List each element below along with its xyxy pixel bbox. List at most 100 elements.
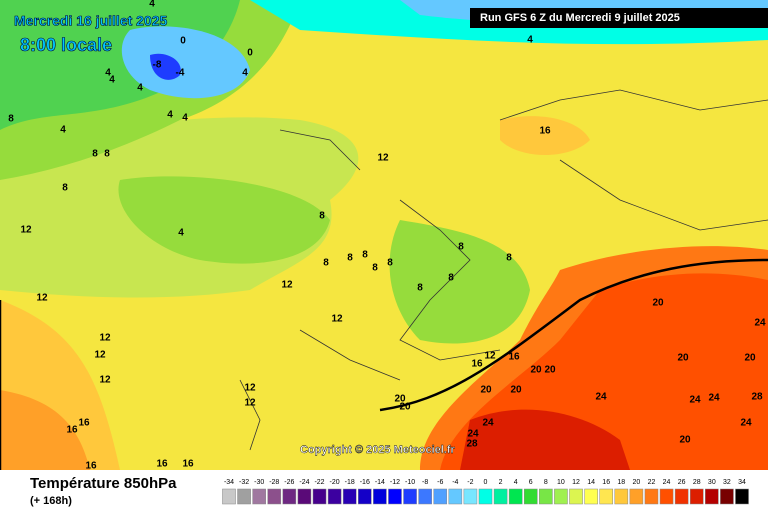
colorbar-swatch — [523, 488, 538, 505]
colorbar-label: 8 — [544, 479, 548, 486]
colorbar-swatch — [222, 488, 236, 505]
contour-label: 12 — [99, 375, 111, 386]
region — [118, 176, 330, 264]
contour-label: 20 — [744, 353, 756, 364]
contour-label: 4 — [167, 110, 173, 121]
contour-label: 20 — [544, 365, 556, 376]
colorbar-swatch — [720, 488, 734, 505]
colorbar-swatch — [689, 488, 704, 505]
contour-label: 12 — [377, 153, 389, 164]
contour-label: 24 — [708, 393, 720, 404]
contour-label: 12 — [281, 280, 293, 291]
colorbar-label: -6 — [437, 479, 443, 486]
colorbar-label: 30 — [708, 479, 716, 486]
contour-label: 20 — [530, 365, 542, 376]
colorbar-label: -28 — [269, 479, 279, 486]
contour-label: 20 — [677, 353, 689, 364]
contour-label: 16 — [471, 359, 483, 370]
colorbar-swatch — [705, 488, 719, 505]
contour-label: 16 — [508, 352, 520, 363]
contour-label: 12 — [244, 398, 256, 409]
contour-label: -8 — [153, 60, 162, 71]
colorbar-swatch — [659, 488, 674, 505]
contour-label: 24 — [482, 418, 494, 429]
contour-label: 8 — [319, 211, 325, 222]
colorbar-swatch — [539, 488, 553, 505]
contour-label: 8 — [347, 253, 353, 264]
contour-label: 24 — [754, 318, 766, 329]
colorbar-swatch — [237, 488, 251, 505]
contour-label: 8 — [92, 149, 98, 160]
time: 8:00 locale — [20, 35, 112, 55]
contour-label: 8 — [62, 183, 68, 194]
region — [121, 26, 250, 99]
contour-label: 28 — [751, 392, 763, 403]
colorbar-label: 0 — [484, 479, 488, 486]
contour-label: 4 — [109, 75, 115, 86]
contour-label: 16 — [85, 461, 97, 472]
colorbar-label: 12 — [572, 479, 580, 486]
colorbar-label: -8 — [422, 479, 428, 486]
colorbar-swatch — [433, 488, 448, 505]
contour-label: 20 — [480, 385, 492, 396]
contour-label: 16 — [78, 418, 90, 429]
colorbar-swatch — [463, 488, 478, 505]
contour-label: 0 — [180, 36, 186, 47]
region — [500, 116, 590, 155]
contour-label: 12 — [484, 351, 496, 362]
colorbar-swatch — [282, 488, 297, 505]
contour-label: 8 — [8, 114, 14, 125]
colorbar-label: -2 — [467, 479, 473, 486]
colorbar-label: 20 — [632, 479, 640, 486]
colorbar-label: 10 — [557, 479, 565, 486]
region — [460, 409, 630, 470]
colorbar-swatch — [508, 488, 523, 505]
contour-label: 4 — [60, 125, 66, 136]
contour-label: 12 — [94, 350, 106, 361]
contour-label: 8 — [387, 258, 393, 269]
colorbar-label: 18 — [617, 479, 625, 486]
colorbar-swatch — [327, 488, 342, 505]
contour-label: 20 — [399, 402, 411, 413]
colorbar-label: 4 — [514, 479, 518, 486]
colorbar-swatch — [403, 488, 417, 505]
contour-label: 8 — [372, 263, 378, 274]
contour-label: 8 — [417, 283, 423, 294]
contour-label: 12 — [331, 314, 343, 325]
colorbar-swatch — [614, 488, 629, 505]
colorbar-label: 22 — [648, 479, 656, 486]
contour-label: 24 — [689, 395, 701, 406]
colorbar-label: 34 — [738, 479, 746, 486]
colorbar-label: -26 — [284, 479, 294, 486]
region — [389, 220, 530, 344]
colorbar-label: -22 — [314, 479, 324, 486]
contour-label: 20 — [510, 385, 522, 396]
contour-label: 16 — [539, 126, 551, 137]
colorbar-swatch — [342, 488, 357, 505]
colorbar-label: -16 — [360, 479, 370, 486]
contour-label: 20 — [652, 298, 664, 309]
contour-label: 20 — [679, 435, 691, 446]
footer-title: Température 850hPa — [30, 475, 177, 492]
contour-label: 0 — [247, 48, 253, 59]
lead-time: (+ 168h) — [30, 495, 72, 507]
contour-label: 12 — [99, 333, 111, 344]
colorbar-label: 16 — [602, 479, 610, 486]
contour-label: 12 — [244, 383, 256, 394]
contour-label: 20 — [394, 394, 406, 405]
colorbar-label: -12 — [390, 479, 400, 486]
colorbar-label: 6 — [529, 479, 533, 486]
contour-label: 8 — [362, 250, 368, 261]
contour-label: 8 — [506, 253, 512, 264]
colorbar-swatch — [599, 488, 613, 505]
contour-label: 4 — [527, 35, 533, 46]
colorbar-swatch — [644, 488, 659, 505]
colorbar-label: 32 — [723, 479, 731, 486]
colorbar-label: -30 — [254, 479, 264, 486]
colorbar-label: -34 — [224, 479, 234, 486]
contour-label: 4 — [105, 68, 111, 79]
contour-label: 16 — [182, 459, 194, 470]
colorbar-swatch — [267, 488, 282, 505]
colorbar-label: -10 — [405, 479, 415, 486]
colorbar-label: 2 — [499, 479, 503, 486]
